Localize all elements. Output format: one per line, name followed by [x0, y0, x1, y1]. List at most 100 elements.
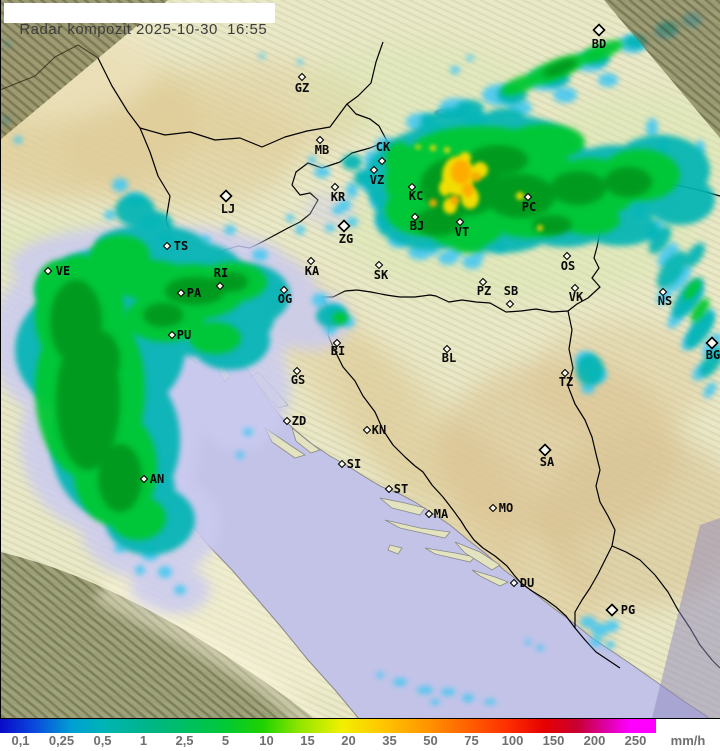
city-diamond-marker [478, 277, 488, 287]
legend-tick: 5 [221, 733, 230, 748]
city-bi: BI [331, 338, 345, 358]
city-st: ST [384, 482, 408, 496]
city-label: PC [522, 200, 536, 214]
city-label: BG [706, 348, 720, 362]
city-label: ZG [339, 232, 353, 246]
city-diamond-marker [315, 135, 325, 145]
city-label: PA [187, 286, 202, 300]
city-label: OG [278, 292, 292, 306]
city-diamond-marker [505, 299, 515, 309]
legend-gradient-bar [0, 719, 656, 733]
city-label: GS [291, 373, 305, 387]
city-label: SA [540, 455, 555, 469]
city-label: BI [331, 344, 345, 358]
city-kn: KN [362, 423, 386, 437]
city-ts: TS [162, 239, 188, 253]
city-ck: CK [376, 140, 391, 166]
city-label: MB [315, 143, 329, 157]
city-label: AN [150, 472, 164, 486]
city-label: PG [621, 603, 635, 617]
city-diamond-marker [330, 182, 340, 192]
city-label: TS [174, 239, 188, 253]
city-diamond-marker [705, 336, 719, 350]
city-diamond-marker [292, 366, 302, 376]
city-diamond-marker [442, 344, 452, 354]
city-pg: PG [605, 603, 635, 617]
legend-tick: 2,5 [175, 733, 194, 748]
city-label: VT [455, 225, 469, 239]
city-diamond-marker [337, 219, 351, 233]
legend-tick: 200 [583, 733, 606, 748]
legend-tick: 0,25 [48, 733, 75, 748]
city-label: PZ [477, 284, 491, 298]
city-bj: BJ [410, 212, 424, 233]
city-lj: LJ [219, 189, 235, 216]
city-label: KC [409, 189, 423, 203]
city-pu: PU [167, 328, 191, 342]
city-tz: TZ [559, 368, 573, 389]
city-label: RI [214, 266, 228, 280]
city-diamond-marker [162, 241, 172, 251]
title-text: Radar kompozit 2025-10-30 16:55 [19, 21, 268, 38]
city-ri: RI [214, 266, 228, 291]
city-label: MA [434, 507, 449, 521]
city-ve: VE [43, 264, 70, 278]
city-label: TZ [559, 375, 573, 389]
precip-extreme-layer [429, 160, 481, 207]
city-diamond-marker [369, 165, 379, 175]
city-sb: SB [504, 284, 518, 309]
city-diamond-marker [306, 256, 316, 266]
legend-tick: 250 [624, 733, 647, 748]
city-bd: BD [592, 23, 606, 51]
city-ma: MA [424, 507, 449, 521]
legend-tick: 35 [382, 733, 397, 748]
city-label: SB [504, 284, 518, 298]
intensity-legend: 0,1 0,25 0,5 1 2,5 5 10 15 20 35 50 75 100 150 200 250 m… [0, 718, 720, 751]
city-diamond-marker [297, 72, 307, 82]
city-diamond-marker [374, 260, 384, 270]
city-mo: MO [488, 501, 513, 515]
city-label: ST [394, 482, 408, 496]
city-pz: PZ [477, 277, 491, 298]
city-kr: KR [330, 182, 346, 204]
city-os: OS [561, 251, 575, 273]
city-label: KA [305, 264, 320, 278]
city-label: MO [499, 501, 513, 515]
city-zd: ZD [282, 414, 306, 428]
city-diamond-marker [332, 338, 342, 348]
city-label: OS [561, 259, 575, 273]
city-an: AN [139, 472, 164, 486]
city-diamond-marker [279, 285, 289, 295]
city-zg: ZG [337, 219, 353, 246]
city-label: SI [347, 457, 361, 471]
title-bar: Radar kompozit 2025-10-30 16:55 [4, 3, 276, 38]
legend-tick: 0,1 [11, 733, 30, 748]
city-diamond-marker [43, 266, 53, 276]
city-si: SI [337, 457, 361, 471]
city-label: BL [442, 351, 456, 365]
city-diamond-marker [605, 603, 619, 617]
city-diamond-marker [488, 503, 498, 513]
city-label: BD [592, 37, 606, 51]
city-label: PU [177, 328, 191, 342]
legend-tick: 100 [501, 733, 524, 748]
city-bl: BL [442, 344, 456, 365]
city-du: DU [509, 576, 534, 590]
city-diamond-marker [167, 330, 177, 340]
city-diamond-marker [560, 368, 570, 378]
city-vk: VK [569, 283, 584, 304]
legend-tick: 50 [423, 733, 438, 748]
legend-tick: 15 [300, 733, 315, 748]
city-label: SK [374, 268, 389, 282]
city-diamond-marker [562, 251, 572, 261]
city-kc: KC [407, 182, 423, 203]
city-label: VZ [370, 173, 384, 187]
city-ka: KA [305, 256, 320, 278]
city-label: GZ [295, 81, 309, 95]
city-diamond-marker [455, 217, 465, 227]
city-og: OG [278, 285, 292, 306]
legend-unit: mm/h [670, 733, 706, 748]
city-diamond-marker [176, 288, 186, 298]
city-sa: SA [538, 443, 555, 469]
